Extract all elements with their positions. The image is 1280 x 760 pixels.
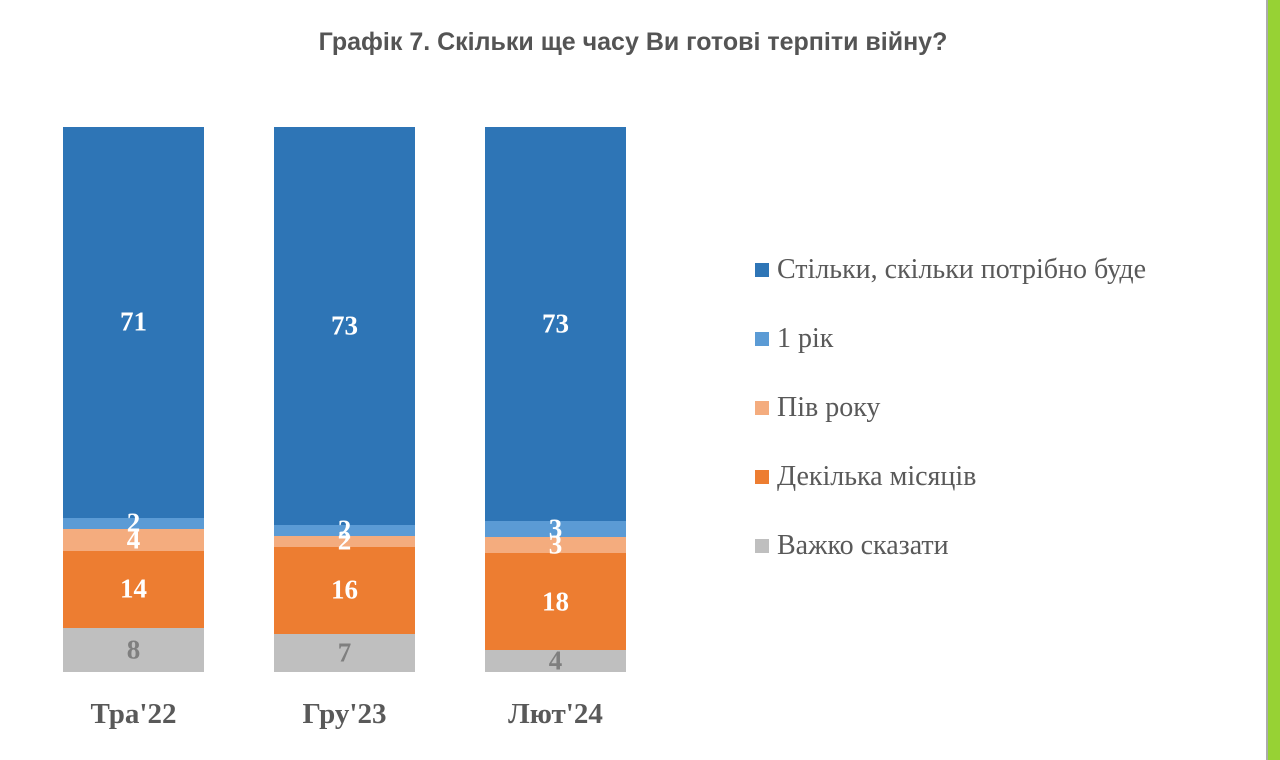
legend-item-several-months: Декілька місяців (755, 462, 1270, 492)
bar-segment-several-months (274, 546, 415, 634)
legend-swatch (755, 263, 769, 277)
bar-2: 73 2 2 16 7 Гру'23 (274, 127, 415, 730)
legend-swatch (755, 401, 769, 415)
bar-chart: 71 2 4 14 8 Тра'22 73 2 2 16 7 Гру'23 73 3 3 18 4 Лют'24 (0, 127, 760, 760)
bar-segment-as-long-as-needed (274, 127, 415, 525)
bar-segment-one-year (485, 520, 626, 538)
legend-swatch (755, 539, 769, 553)
legend-item-hard-to-say: Важко сказати (755, 531, 1270, 561)
bar-segment-hard-to-say (485, 650, 626, 672)
chart-title: Графік 7. Скільки ще часу Ви готові терп… (318, 28, 948, 56)
bar-segment-several-months (485, 553, 626, 651)
bar-segment-half-year (63, 528, 204, 551)
legend-label: Декілька місяців (777, 461, 977, 492)
bar-3: 73 3 3 18 4 Лют'24 (485, 127, 626, 730)
legend-label: 1 рік (777, 323, 834, 354)
x-axis-label: Тра'22 (90, 698, 177, 730)
bar-segment-half-year (274, 535, 415, 547)
legend-label: Стільки, скільки потрібно буде (777, 254, 1147, 285)
bar-segment-hard-to-say (274, 633, 415, 672)
legend-item-half-year: Пів року (755, 393, 1270, 423)
legend-swatch (755, 470, 769, 484)
x-axis-label: Лют'24 (508, 698, 603, 730)
bar-segment-several-months (63, 550, 204, 628)
legend-label: Важко сказати (777, 530, 949, 561)
right-accent-stripe (1266, 0, 1280, 760)
bar-segment-half-year (485, 537, 626, 554)
legend: Стільки, скільки потрібно буде 1 рік Пів р… (755, 255, 1270, 600)
legend-swatch (755, 332, 769, 346)
bar-segment-hard-to-say (63, 627, 204, 672)
bar-segment-as-long-as-needed (485, 127, 626, 521)
bar-segment-one-year (274, 524, 415, 536)
bar-segment-one-year (63, 517, 204, 529)
legend-item-one-year: 1 рік (755, 324, 1270, 354)
bar-segment-as-long-as-needed (63, 127, 204, 518)
bar-1: 71 2 4 14 8 Тра'22 (63, 127, 204, 730)
x-axis-label: Гру'23 (302, 698, 387, 730)
legend-label: Пів року (777, 392, 881, 423)
legend-item-as-long-as-needed: Стільки, скільки потрібно буде (755, 255, 1270, 285)
